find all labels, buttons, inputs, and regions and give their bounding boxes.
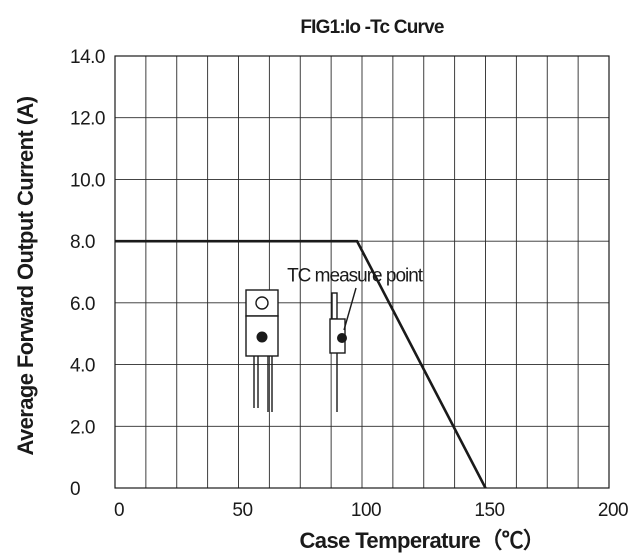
annotations: TC measure point <box>287 265 425 286</box>
y-tick-label-5: 10.0 <box>70 170 105 191</box>
chart-title: FIG1:Io -Tc Curve <box>300 17 444 38</box>
x-axis-label: Case Temperature（℃） <box>300 528 545 553</box>
y-tick-label-1: 2.0 <box>70 417 95 438</box>
tick-labels: 0 50 100 150 200 0 2.0 4.0 6.0 8.0 10.0 12.0 14.0 <box>70 47 629 521</box>
y-axis-label: Average Forward Output Current (A) <box>13 96 38 455</box>
y-tick-label-6: 12.0 <box>70 109 105 130</box>
y-tick-label-2: 4.0 <box>70 356 95 377</box>
x-tick-label-4: 200 <box>598 500 628 521</box>
y-tick-label-7: 14.0 <box>70 47 105 68</box>
series-line-0 <box>115 239 487 489</box>
annotation-0: TC measure point <box>287 265 424 286</box>
plot-frame <box>114 55 610 489</box>
grid <box>114 55 610 489</box>
series <box>115 239 487 489</box>
y-tick-label-4: 8.0 <box>70 232 95 253</box>
x-tick-label-0: 0 <box>114 500 124 521</box>
y-tick-label-0: 0 <box>70 479 80 500</box>
to220-package-front-icon <box>245 289 279 412</box>
y-tick-label-3: 6.0 <box>70 294 95 315</box>
x-tick-label-1: 50 <box>232 500 252 521</box>
x-tick-label-3: 150 <box>474 500 504 521</box>
to220-package-side-icon <box>329 287 357 412</box>
x-tick-label-2: 100 <box>351 500 381 521</box>
